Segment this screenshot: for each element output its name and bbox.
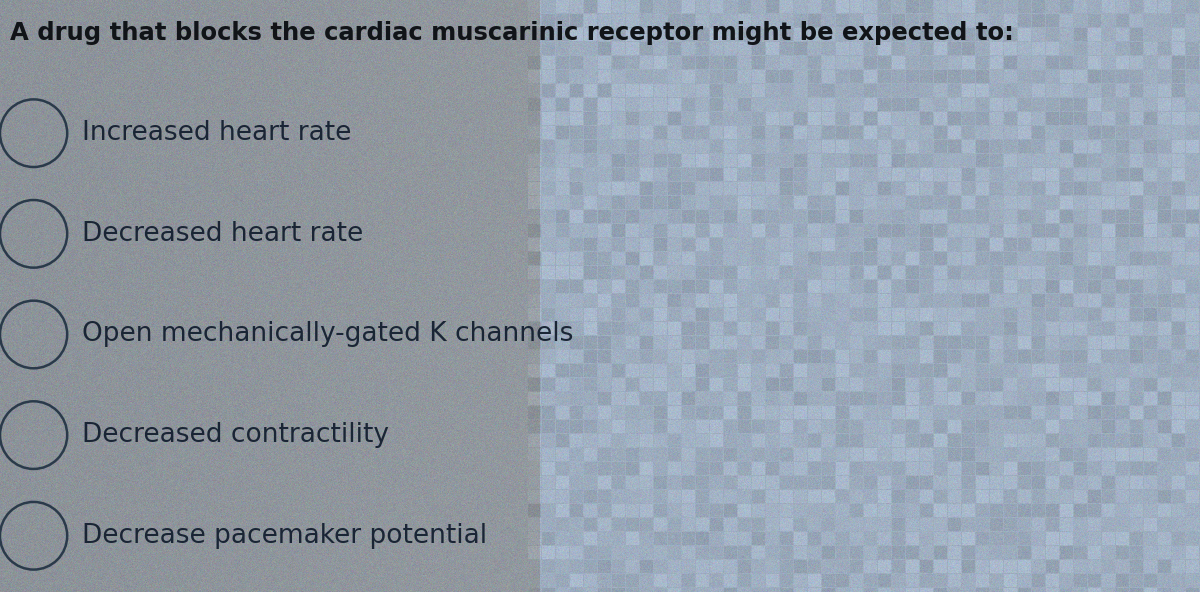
Text: Decreased contractility: Decreased contractility <box>82 422 389 448</box>
Text: Increased heart rate: Increased heart rate <box>82 120 350 146</box>
Text: A drug that blocks the cardiac muscarinic receptor might be expected to:: A drug that blocks the cardiac muscarini… <box>10 21 1014 45</box>
Text: Decrease pacemaker potential: Decrease pacemaker potential <box>82 523 487 549</box>
Text: Decreased heart rate: Decreased heart rate <box>82 221 362 247</box>
Text: Open mechanically-gated K channels: Open mechanically-gated K channels <box>82 321 572 348</box>
